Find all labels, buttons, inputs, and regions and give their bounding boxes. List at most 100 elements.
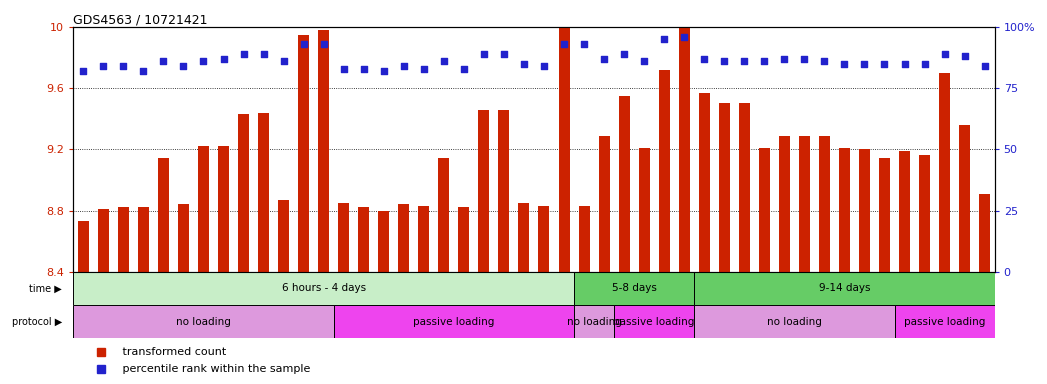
Point [255,51,272,57]
Text: percentile rank within the sample: percentile rank within the sample [119,364,311,374]
Bar [879,159,890,272]
Point [796,56,812,62]
Text: transformed count: transformed count [119,347,226,357]
Bar [258,113,269,272]
Point [396,63,413,69]
Bar [518,203,530,272]
Bar [298,35,309,272]
Text: time ▶: time ▶ [29,283,62,293]
Bar [899,151,910,272]
Text: 6 hours - 4 days: 6 hours - 4 days [282,283,365,293]
Bar [639,148,649,272]
Bar [694,272,995,305]
Bar [799,136,810,272]
Point [455,65,472,71]
Point [936,51,953,57]
Text: 5-8 days: 5-8 days [611,283,656,293]
Point [896,61,913,67]
Bar [718,103,730,272]
Bar [459,207,469,272]
Point [335,65,352,71]
Bar [558,27,570,272]
Bar [318,30,329,272]
Point [416,65,432,71]
Point [837,61,853,67]
Bar [819,136,830,272]
Point [556,41,573,47]
Point [436,58,452,64]
Bar [619,96,629,272]
Bar [979,194,990,272]
Point [295,41,312,47]
Point [236,51,252,57]
Point [876,61,893,67]
Point [95,63,112,69]
Point [916,61,933,67]
Bar [939,73,950,272]
Bar [599,136,609,272]
Point [976,63,993,69]
Point [536,63,553,69]
Bar [779,136,789,272]
Point [355,65,372,71]
Point [576,41,593,47]
Bar [378,210,389,272]
Bar [158,159,169,272]
Bar [73,272,574,305]
Point [776,56,793,62]
Bar [739,103,750,272]
Point [376,68,393,74]
Bar [279,200,289,272]
Text: protocol ▶: protocol ▶ [12,317,62,327]
Bar [839,148,850,272]
Bar [894,305,995,338]
Text: 9-14 days: 9-14 days [819,283,870,293]
Point [475,51,492,57]
Bar [73,305,334,338]
Bar [178,204,188,272]
Point [596,56,612,62]
Bar [198,146,209,272]
Bar [574,305,615,338]
Bar [694,305,894,338]
Point [956,53,973,60]
Point [135,68,152,74]
Bar [579,206,589,272]
Bar [419,206,429,272]
Point [856,61,873,67]
Text: no loading: no loading [566,317,622,327]
Point [636,58,652,64]
Point [736,58,753,64]
Text: passive loading: passive loading [904,317,985,327]
Point [195,58,211,64]
Bar [678,27,690,272]
Bar [538,206,550,272]
Text: no loading: no loading [766,317,822,327]
Bar [358,207,370,272]
Point [275,58,292,64]
Bar [138,207,149,272]
Point [75,68,92,74]
Bar [118,207,129,272]
Point [816,58,832,64]
Text: passive loading: passive loading [414,317,494,327]
Point [756,58,773,64]
Text: no loading: no loading [176,317,231,327]
Bar [919,156,930,272]
Bar [439,159,449,272]
Bar [574,272,694,305]
Point [716,58,733,64]
Bar [615,305,694,338]
Bar [759,148,770,272]
Point [495,51,512,57]
Bar [97,209,109,272]
Point [696,56,713,62]
Bar [218,146,229,272]
Bar [77,221,89,272]
Bar [398,204,409,272]
Bar [498,109,510,272]
Point [515,61,532,67]
Point [616,51,632,57]
Bar [238,114,249,272]
Text: passive loading: passive loading [614,317,695,327]
